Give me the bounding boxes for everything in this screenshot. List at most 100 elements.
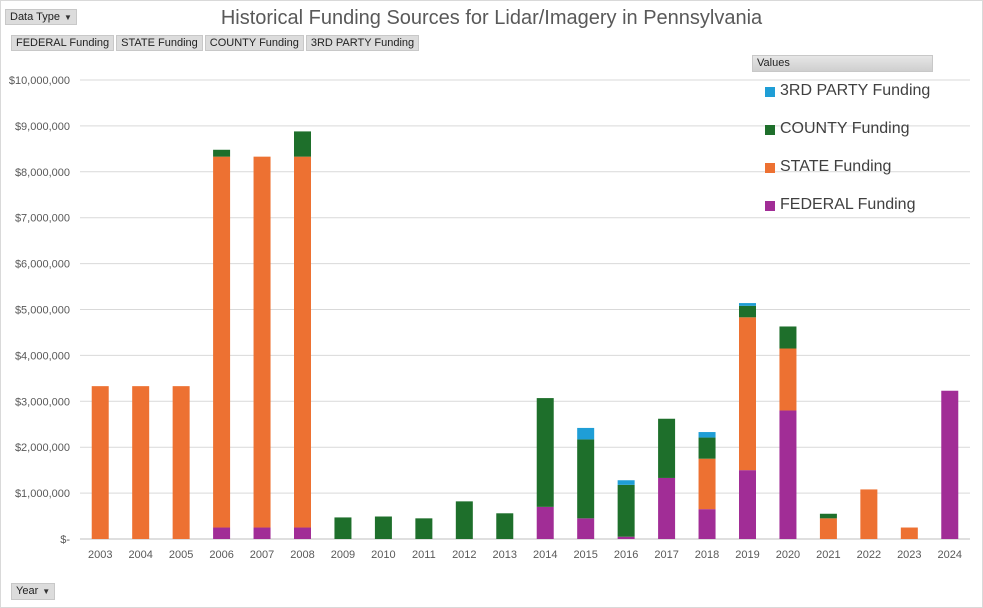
y-tick-label: $10,000,000: [9, 75, 70, 87]
bar-federal-funding-2014: [536, 506, 554, 539]
bar-federal-funding-2024: [941, 390, 959, 539]
bar-county-funding-2009: [334, 517, 352, 539]
bar-federal-funding-2018: [698, 509, 716, 539]
bar-county-funding-2013: [496, 513, 514, 539]
bar-county-funding-2008: [294, 131, 311, 157]
x-tick-label: 2019: [735, 549, 759, 561]
y-tick-label: $5,000,000: [15, 305, 70, 317]
bar-county-funding-2017: [658, 418, 676, 478]
x-tick-label: 2013: [493, 549, 517, 561]
x-tick-label: 2005: [169, 549, 193, 561]
legend: 3RD PARTY Funding COUNTY Funding STATE F…: [765, 82, 930, 234]
bar-state-funding-2023: [900, 527, 918, 539]
x-tick-label: 2012: [452, 549, 476, 561]
bar-3rd-party-funding-2015: [577, 427, 595, 440]
year-field-button[interactable]: Year ▼: [11, 583, 56, 600]
bar-county-funding-2016: [617, 484, 635, 537]
bar-federal-funding-2008: [294, 527, 311, 539]
legend-swatch: [765, 125, 775, 135]
bar-state-funding-2006: [213, 156, 231, 528]
legend-header[interactable]: Values: [752, 55, 933, 72]
bar-federal-funding-2020: [779, 410, 797, 539]
data-type-label: Data Type: [10, 11, 60, 23]
legend-swatch: [765, 87, 775, 97]
x-tick-label: 2018: [695, 549, 719, 561]
filter-county-button[interactable]: COUNTY Funding: [204, 35, 304, 51]
x-tick-label: 2011: [412, 549, 436, 561]
bar-3rd-party-funding-2018: [698, 432, 716, 438]
bar-state-funding-2008: [294, 156, 311, 528]
y-tick-label: $-: [60, 534, 70, 546]
bar-federal-funding-2006: [213, 527, 231, 539]
x-tick-label: 2007: [250, 549, 274, 561]
x-tick-label: 2006: [209, 549, 233, 561]
bar-county-funding-2011: [415, 518, 433, 539]
x-tick-label: 2022: [857, 549, 881, 561]
bar-county-funding-2010: [374, 516, 392, 539]
filter-fields: FEDERAL Funding STATE Funding COUNTY Fun…: [11, 35, 420, 51]
y-tick-label: $3,000,000: [15, 396, 70, 408]
bar-federal-funding-2017: [658, 477, 676, 539]
legend-label: 3RD PARTY Funding: [780, 82, 931, 99]
bar-federal-funding-2019: [739, 470, 756, 539]
x-tick-label: 2020: [776, 549, 800, 561]
data-type-field-button[interactable]: Data Type ▼: [5, 9, 77, 25]
x-tick-label: 2017: [654, 549, 678, 561]
legend-label: COUNTY Funding: [780, 120, 910, 137]
bar-county-funding-2014: [536, 398, 554, 507]
y-tick-label: $7,000,000: [15, 213, 70, 225]
bar-state-funding-2007: [253, 156, 271, 528]
filter-federal-button[interactable]: FEDERAL Funding: [11, 35, 115, 51]
x-tick-label: 2009: [331, 549, 355, 561]
bar-3rd-party-funding-2019: [739, 303, 756, 306]
legend-label: FEDERAL Funding: [780, 196, 916, 213]
y-tick-label: $4,000,000: [15, 350, 70, 362]
legend-item-county[interactable]: COUNTY Funding: [765, 120, 930, 158]
y-tick-label: $1,000,000: [15, 488, 70, 500]
x-tick-label: 2023: [897, 549, 921, 561]
chart-title: Historical Funding Sources for Lidar/Ima…: [220, 7, 763, 29]
y-tick-label: $6,000,000: [15, 259, 70, 271]
bar-state-funding-2022: [860, 489, 878, 539]
x-tick-label: 2010: [371, 549, 395, 561]
bar-state-funding-2018: [698, 458, 716, 510]
bar-county-funding-2021: [819, 513, 837, 519]
y-tick-label: $8,000,000: [15, 167, 70, 179]
bar-county-funding-2012: [455, 501, 473, 539]
dropdown-arrow-icon: ▼: [63, 13, 72, 22]
bar-county-funding-2019: [739, 305, 756, 318]
x-tick-label: 2008: [290, 549, 314, 561]
bar-county-funding-2020: [779, 326, 797, 349]
bar-state-funding-2005: [172, 386, 190, 539]
bar-federal-funding-2016: [617, 536, 635, 539]
x-tick-label: 2016: [614, 549, 638, 561]
legend-label: STATE Funding: [780, 158, 892, 175]
x-tick-label: 2021: [816, 549, 840, 561]
bar-federal-funding-2015: [577, 518, 595, 539]
dropdown-arrow-icon: ▼: [42, 587, 51, 596]
x-tick-label: 2024: [938, 549, 962, 561]
bar-state-funding-2020: [779, 348, 797, 411]
legend-item-state[interactable]: STATE Funding: [765, 158, 930, 196]
y-tick-label: $2,000,000: [15, 442, 70, 454]
bar-state-funding-2003: [91, 386, 109, 539]
legend-swatch: [765, 163, 775, 173]
filter-state-button[interactable]: STATE Funding: [116, 35, 203, 51]
legend-item-third-party[interactable]: 3RD PARTY Funding: [765, 82, 930, 120]
year-label: Year: [16, 585, 39, 597]
bar-state-funding-2004: [132, 386, 150, 539]
x-tick-label: 2014: [533, 549, 557, 561]
filter-third-party-button[interactable]: 3RD PARTY Funding: [305, 35, 420, 51]
bar-federal-funding-2007: [253, 527, 271, 539]
bar-state-funding-2021: [819, 518, 837, 539]
bar-county-funding-2018: [698, 437, 716, 459]
bar-state-funding-2019: [739, 317, 756, 471]
legend-swatch: [765, 201, 775, 211]
bar-county-funding-2015: [577, 439, 595, 519]
y-tick-label: $9,000,000: [15, 121, 70, 133]
x-tick-label: 2015: [573, 549, 597, 561]
x-tick-label: 2004: [128, 549, 152, 561]
legend-item-federal[interactable]: FEDERAL Funding: [765, 196, 930, 234]
